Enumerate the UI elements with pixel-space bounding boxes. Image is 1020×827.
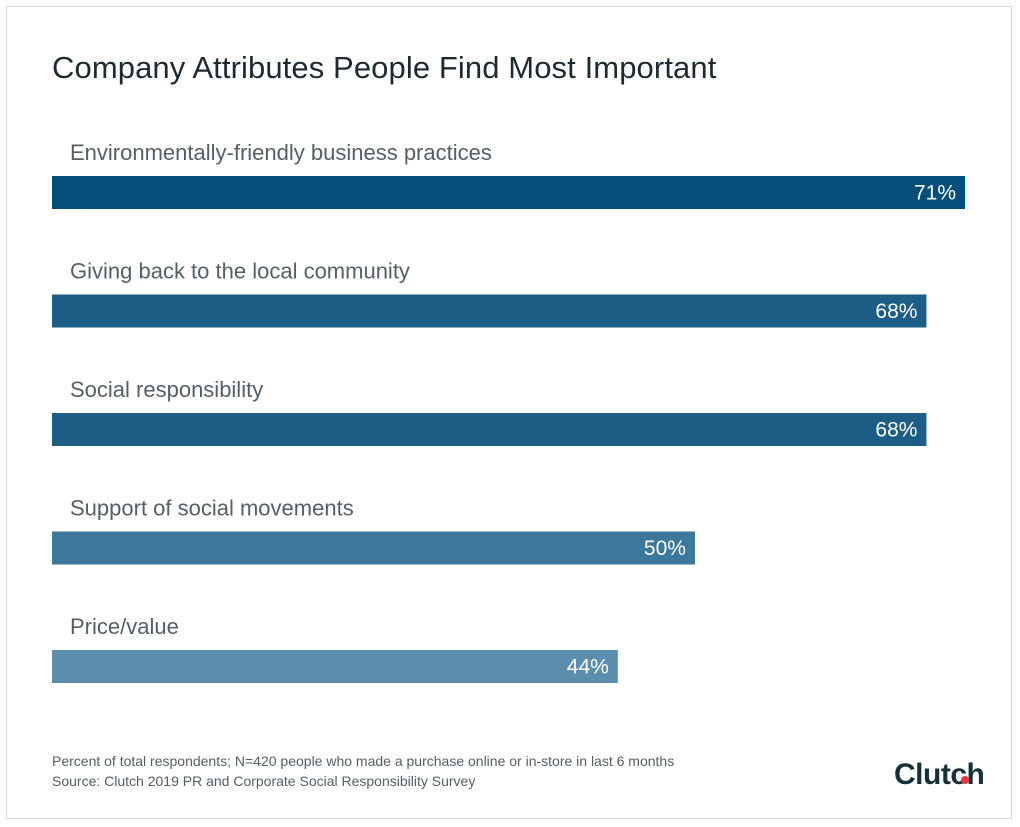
bar bbox=[52, 531, 695, 565]
bar-value-label: 71% bbox=[914, 182, 956, 205]
clutch-logo: Clutch bbox=[894, 758, 985, 791]
footnote: Percent of total respondents; N=420 peop… bbox=[52, 751, 674, 791]
bar bbox=[52, 176, 965, 209]
footnote-respondents: Percent of total respondents; N=420 peop… bbox=[52, 753, 675, 769]
logo-accent-dot bbox=[961, 776, 969, 784]
bar-value-label: 68% bbox=[875, 300, 917, 323]
chart-title: Company Attributes People Find Most Impo… bbox=[52, 50, 717, 85]
chart-frame bbox=[6, 6, 1012, 819]
category-label: Price/value bbox=[70, 614, 179, 639]
category-label: Giving back to the local community bbox=[70, 259, 410, 284]
bar-value-label: 50% bbox=[644, 537, 686, 560]
bar bbox=[52, 413, 927, 446]
footnote-source: Source: Clutch 2019 PR and Corporate Soc… bbox=[52, 773, 476, 789]
bar bbox=[52, 650, 618, 683]
category-label: Environmentally-friendly business practi… bbox=[70, 140, 492, 165]
category-label: Social responsibility bbox=[70, 377, 263, 402]
category-label: Support of social movements bbox=[70, 496, 354, 521]
bar-value-label: 68% bbox=[875, 419, 917, 442]
bar bbox=[52, 294, 927, 328]
bar-value-label: 44% bbox=[567, 656, 609, 679]
